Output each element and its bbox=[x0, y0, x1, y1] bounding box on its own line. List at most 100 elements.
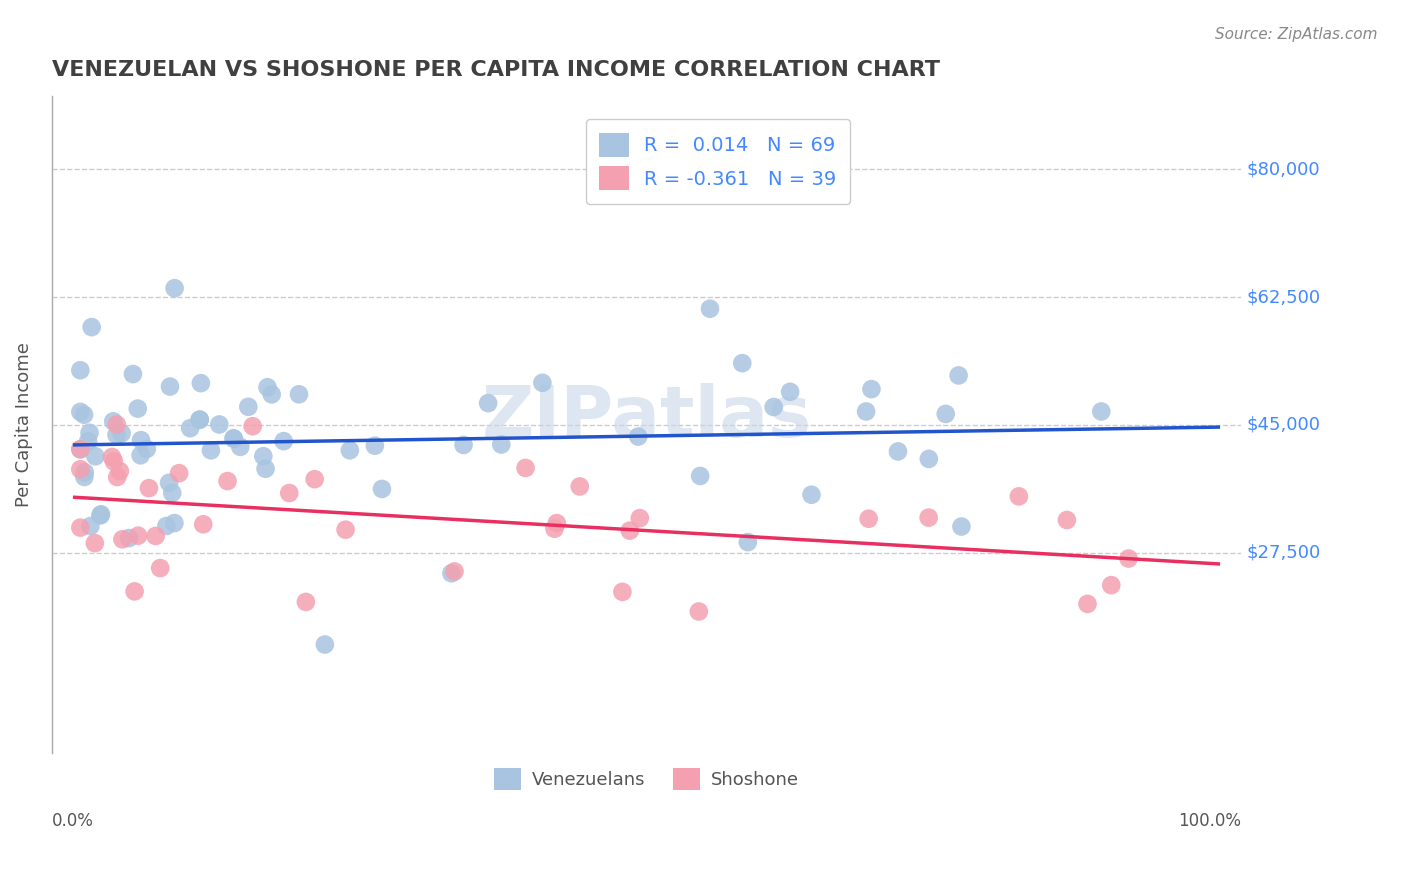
Point bbox=[491, 437, 513, 451]
Point bbox=[69, 520, 91, 534]
Point bbox=[1090, 404, 1112, 418]
Point bbox=[295, 595, 318, 609]
Point bbox=[339, 443, 361, 458]
Point bbox=[188, 412, 211, 426]
Point bbox=[89, 508, 111, 523]
Point bbox=[950, 519, 973, 533]
Point bbox=[222, 432, 245, 446]
Point bbox=[179, 421, 201, 435]
Point bbox=[84, 450, 107, 464]
Point bbox=[69, 405, 91, 419]
Point bbox=[612, 585, 634, 599]
Point bbox=[531, 376, 554, 390]
Point bbox=[515, 461, 537, 475]
Point bbox=[229, 440, 252, 454]
Point bbox=[103, 454, 125, 468]
Text: $27,500: $27,500 bbox=[1247, 543, 1322, 562]
Point bbox=[288, 387, 311, 401]
Point bbox=[105, 470, 128, 484]
Point bbox=[188, 413, 211, 427]
Text: VENEZUELAN VS SHOSHONE PER CAPITA INCOME CORRELATION CHART: VENEZUELAN VS SHOSHONE PER CAPITA INCOME… bbox=[52, 60, 939, 79]
Point bbox=[222, 431, 245, 445]
Y-axis label: Per Capita Income: Per Capita Income bbox=[15, 343, 32, 508]
Point bbox=[129, 433, 152, 447]
Point bbox=[190, 376, 212, 391]
Point bbox=[111, 426, 134, 441]
Text: $62,500: $62,500 bbox=[1247, 288, 1322, 306]
Point bbox=[273, 434, 295, 449]
Point bbox=[69, 442, 91, 457]
Point bbox=[543, 522, 565, 536]
Point bbox=[157, 475, 180, 490]
Point bbox=[242, 419, 264, 434]
Point bbox=[314, 638, 336, 652]
Point bbox=[619, 524, 641, 538]
Point bbox=[69, 363, 91, 377]
Point bbox=[935, 407, 957, 421]
Point bbox=[135, 442, 157, 456]
Point bbox=[627, 429, 650, 443]
Point bbox=[1099, 578, 1122, 592]
Point bbox=[129, 448, 152, 462]
Point bbox=[1008, 489, 1031, 503]
Point bbox=[101, 450, 124, 464]
Point bbox=[688, 605, 710, 619]
Point bbox=[80, 320, 103, 334]
Point bbox=[546, 516, 568, 530]
Point bbox=[167, 466, 190, 480]
Point bbox=[278, 486, 301, 500]
Point bbox=[256, 380, 278, 394]
Point bbox=[79, 425, 101, 440]
Point bbox=[138, 481, 160, 495]
Point bbox=[477, 396, 499, 410]
Point bbox=[440, 566, 463, 581]
Point bbox=[193, 517, 215, 532]
Point bbox=[69, 462, 91, 476]
Point bbox=[162, 486, 184, 500]
Point bbox=[252, 449, 274, 463]
Point bbox=[208, 417, 231, 432]
Point bbox=[83, 536, 105, 550]
Point bbox=[127, 401, 149, 416]
Point bbox=[159, 379, 181, 393]
Text: $45,000: $45,000 bbox=[1247, 416, 1320, 434]
Point bbox=[304, 472, 326, 486]
Point bbox=[364, 439, 387, 453]
Point bbox=[73, 466, 96, 480]
Text: Source: ZipAtlas.com: Source: ZipAtlas.com bbox=[1215, 27, 1378, 42]
Text: 0.0%: 0.0% bbox=[52, 812, 94, 830]
Point bbox=[800, 488, 823, 502]
Point bbox=[689, 469, 711, 483]
Point bbox=[1118, 551, 1140, 566]
Point bbox=[779, 384, 801, 399]
Point bbox=[731, 356, 754, 370]
Point bbox=[918, 451, 941, 466]
Point bbox=[103, 414, 125, 428]
Point bbox=[73, 470, 96, 484]
Point bbox=[105, 417, 128, 432]
Point bbox=[858, 512, 880, 526]
Point bbox=[254, 461, 277, 475]
Point bbox=[699, 301, 721, 316]
Point bbox=[260, 387, 283, 401]
Point bbox=[568, 479, 591, 493]
Point bbox=[79, 519, 101, 533]
Point bbox=[217, 474, 239, 488]
Point bbox=[118, 531, 141, 545]
Point bbox=[145, 529, 167, 543]
Point bbox=[737, 535, 759, 549]
Point bbox=[918, 510, 941, 524]
Point bbox=[105, 428, 128, 442]
Point bbox=[443, 565, 465, 579]
Point bbox=[163, 516, 186, 530]
Point bbox=[90, 508, 112, 522]
Point bbox=[111, 533, 134, 547]
Point bbox=[855, 404, 877, 418]
Point bbox=[127, 529, 149, 543]
Point bbox=[108, 464, 131, 478]
Point bbox=[628, 511, 651, 525]
Text: $80,000: $80,000 bbox=[1247, 161, 1320, 178]
Point bbox=[200, 443, 222, 458]
Point bbox=[69, 442, 91, 457]
Point bbox=[122, 367, 145, 381]
